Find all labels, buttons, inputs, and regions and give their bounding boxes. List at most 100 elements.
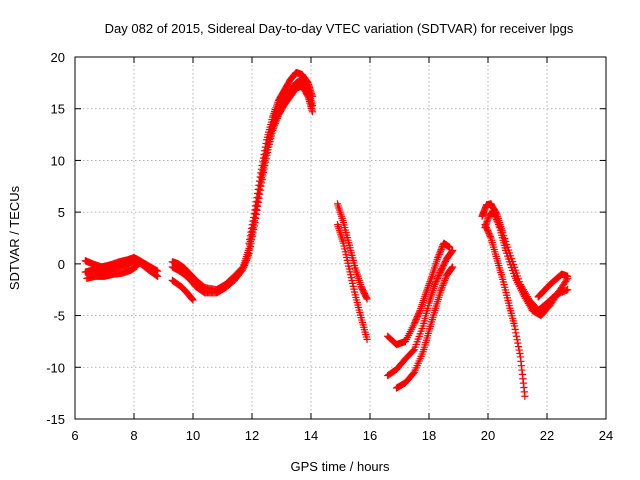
data-point-marker	[252, 202, 260, 210]
data-point-marker	[415, 332, 423, 341]
data-point-marker	[446, 243, 454, 251]
x-tick-label: 24	[599, 428, 613, 443]
chart-title: Day 082 of 2015, Sidereal Day-to-day VTE…	[105, 21, 574, 36]
data-point-marker	[308, 92, 317, 100]
data-point-marker	[564, 272, 572, 280]
x-tick-label: 14	[304, 428, 318, 443]
data-point-marker	[412, 340, 420, 349]
data-point-marker	[504, 296, 512, 305]
data-point-marker	[564, 286, 572, 294]
data-point-marker	[340, 242, 348, 250]
data-point-marker	[349, 279, 357, 287]
data-point-marker	[350, 285, 358, 293]
data-point-marker	[256, 173, 264, 181]
data-point-marker	[521, 392, 529, 400]
data-point-marker	[259, 154, 268, 162]
data-point-marker	[504, 252, 512, 260]
data-point-marker	[503, 294, 511, 302]
axis-ticks: 6 8 10 12 14 16 18 20 22 24 -15 -10 -5 0 5 10 15 20	[46, 50, 613, 443]
data-point-marker	[499, 275, 507, 283]
data-point-marker	[448, 264, 456, 272]
data-point-marker	[416, 330, 424, 338]
series-arc-2c	[245, 68, 317, 247]
data-point-marker	[358, 284, 366, 292]
data-point-marker	[350, 288, 359, 296]
data-point-marker	[248, 224, 256, 233]
data-point-marker	[437, 266, 446, 274]
data-point-marker	[154, 267, 162, 275]
data-point-marker	[414, 335, 422, 343]
data-point-marker	[503, 249, 511, 257]
x-tick-label: 18	[422, 428, 436, 443]
data-point-marker	[410, 346, 418, 354]
data-point-marker	[251, 206, 259, 214]
series-arc-2d	[168, 276, 197, 304]
data-point-marker	[500, 281, 508, 289]
x-tick-label: 8	[130, 428, 137, 443]
data-point-marker	[247, 228, 255, 236]
data-point-marker	[343, 253, 351, 262]
data-point-marker	[505, 255, 513, 263]
y-tick-label: -5	[53, 309, 65, 324]
data-point-marker	[246, 246, 254, 254]
y-tick-label: -15	[46, 412, 65, 427]
data-point-marker	[440, 260, 448, 268]
series-arc-3b	[333, 220, 371, 343]
data-point-marker	[249, 217, 257, 225]
data-point-marker	[411, 343, 419, 351]
data-point-marker	[514, 343, 523, 351]
data-point-marker	[267, 132, 275, 140]
series-arc-3a	[333, 200, 371, 303]
data-point-marker	[261, 143, 270, 151]
data-point-marker	[189, 296, 197, 304]
data-point-marker	[511, 325, 519, 333]
data-point-marker	[345, 265, 353, 273]
data-point-marker	[437, 267, 445, 275]
data-point-marker	[341, 245, 349, 253]
data-point-marker	[245, 249, 253, 258]
x-tick-label: 6	[71, 428, 78, 443]
data-point-marker	[516, 349, 524, 358]
x-tick-label: 22	[540, 428, 554, 443]
data-point-marker	[263, 151, 271, 159]
data-point-marker	[133, 262, 141, 270]
data-point-marker	[362, 292, 370, 300]
data-point-marker	[360, 289, 369, 298]
series-arc-4b	[392, 263, 457, 392]
data-point-marker	[510, 322, 519, 330]
data-point-marker	[358, 285, 367, 293]
series-arc-5d	[534, 270, 572, 301]
x-tick-label: 10	[186, 428, 200, 443]
data-point-marker	[246, 243, 254, 251]
y-tick-label: 15	[51, 102, 65, 117]
data-point-marker	[254, 185, 262, 193]
data-point-marker	[253, 189, 262, 198]
data-point-marker	[449, 246, 457, 255]
data-point-marker	[502, 288, 510, 297]
data-point-marker	[514, 339, 522, 347]
series-arc-4a	[384, 246, 457, 380]
data-point-marker	[509, 269, 518, 277]
data-point-marker	[257, 169, 265, 177]
data-point-marker	[438, 264, 446, 272]
data-point-marker	[363, 295, 371, 303]
x-axis-label: GPS time / hours	[291, 459, 390, 474]
series-arc-1b	[81, 254, 162, 275]
series-arc-4c	[384, 239, 454, 349]
data-point-marker	[248, 221, 256, 229]
data-point-marker	[250, 213, 258, 222]
data-point-marker	[441, 259, 449, 267]
y-tick-label: 5	[58, 205, 65, 220]
data-point-marker	[417, 327, 425, 335]
y-tick-label: 0	[58, 257, 65, 272]
data-point-marker	[255, 177, 264, 185]
data-point-marker	[255, 181, 263, 189]
data-point-marker	[418, 324, 426, 333]
data-point-marker	[268, 129, 276, 137]
data-point-marker	[259, 158, 267, 166]
data-point-marker	[262, 139, 270, 148]
data-point-marker	[345, 262, 353, 270]
y-tick-label: -10	[46, 360, 65, 375]
series-arc-5b	[481, 209, 572, 320]
